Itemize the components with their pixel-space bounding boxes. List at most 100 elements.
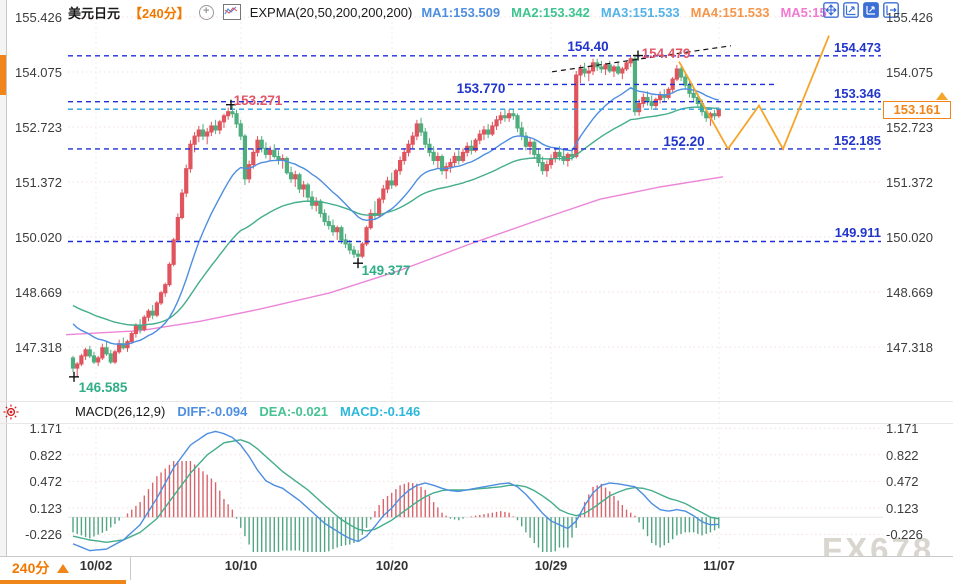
candle [515,115,520,129]
candle [477,133,482,141]
axis-tick-label: 148.669 [886,285,933,301]
candle [574,74,579,157]
gutter-highlight [0,55,6,95]
candle [620,68,625,74]
macd-legend: MACD(26,12,9) DIFF:-0.094 DEA:-0.021 MAC… [75,404,420,420]
axis-tick-label: 147.318 [15,340,62,356]
candle [678,68,684,78]
candle [217,121,222,131]
level-price-label: 154.473 [834,39,881,55]
ma-legend-item: MA1:153.509 [421,4,501,20]
price-annotation: 146.585 [79,380,128,395]
candle [209,125,214,133]
ma-legend-item: MA5:15 [780,4,827,20]
candle [540,162,545,172]
axis-tick-label: -0.226 [25,527,62,543]
candle [435,155,440,162]
axis-tick-label: -0.226 [886,527,923,543]
candle [96,357,101,363]
up-triangle-icon [57,563,70,573]
axis-tick-label: 1.171 [886,421,919,437]
candle [527,141,533,147]
candle [91,355,97,363]
candle [511,113,516,117]
mini-chart-icon[interactable] [222,4,241,20]
candle [565,153,570,162]
sun-settings-icon[interactable] [3,404,19,420]
axis-tick-label: 148.669 [15,285,62,301]
panel-separator-top [0,401,953,402]
candle [364,227,369,245]
axis-tick-label: 155.426 [15,10,62,25]
candle [611,66,617,72]
pan-icon[interactable] [823,2,839,18]
candle [557,151,562,157]
candle [200,129,206,137]
exit-chart-icon[interactable] [883,2,899,18]
candle [347,243,352,251]
candle [129,333,134,343]
timeframe-tab[interactable]: 240分 [0,556,131,580]
candle [318,200,323,214]
timeframe-label: 【240分】 [129,5,190,21]
indicator-label: EXPMA(20,50,200,200,200) [249,4,413,20]
candle [473,139,478,151]
candle [142,316,147,330]
last-price-box: 153.161 [883,101,951,119]
candle [397,160,403,172]
candle [431,151,436,162]
candle [599,66,604,70]
price-annotation: 153.271 [234,93,283,108]
candle [502,115,508,119]
candle [255,139,260,153]
candle [117,343,122,353]
candle [523,135,528,147]
candle [649,100,654,107]
date-label: 10/29 [534,558,568,573]
candle [133,324,139,335]
candle [267,149,273,155]
candle [70,357,76,369]
axis-tick-label: 0.822 [29,447,62,463]
axis-tick-label: 150.020 [886,230,933,246]
candle [251,151,256,166]
candle [263,147,269,155]
candle [490,125,495,135]
dea-value-label: DEA:-0.021 [259,404,329,419]
candle [418,123,424,133]
candle [339,227,344,241]
candle [695,96,700,105]
candle [137,324,143,330]
axis-tick-label: 0.822 [886,447,919,463]
candle [653,98,658,107]
restore-view-icon[interactable] [843,2,859,18]
compare-icon[interactable]: + [198,4,214,20]
candle [100,347,105,359]
panel-separator-bottom [0,423,953,424]
candle [641,96,646,105]
axis-tick-label: 152.723 [886,120,933,136]
candle [486,129,491,135]
candle [507,113,512,119]
candle [79,355,84,365]
axis-tick-label: 0.472 [886,474,919,490]
candle [234,113,239,125]
candle [184,168,189,194]
candle [146,310,151,318]
macd-title: MACD(26,12,9) [75,404,166,419]
price-up-arrow-icon [936,92,948,100]
candle [301,184,306,190]
axis-tick-label: 147.318 [886,340,933,356]
price-annotation: 153.770 [457,81,506,96]
candle [406,143,411,153]
candle [645,96,650,102]
candle [628,58,633,64]
date-label: 10/10 [224,558,258,573]
candle [171,239,176,265]
candle [87,349,92,357]
zoom-chart-icon[interactable] [863,2,879,18]
left-gutter [0,0,7,585]
candle [469,145,474,151]
axis-tick-label: 151.372 [886,175,933,190]
